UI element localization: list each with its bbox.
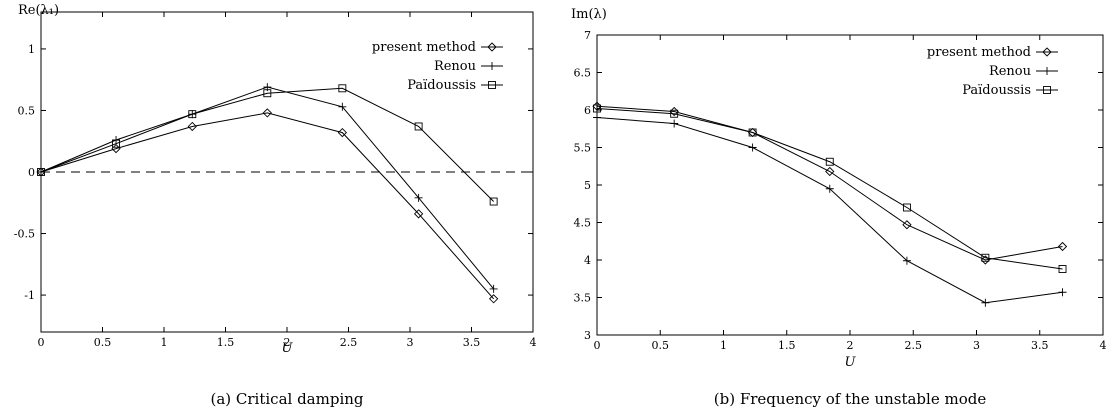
chart-a-data-point bbox=[414, 193, 423, 202]
chart-a-legend-marker bbox=[487, 42, 497, 52]
chart-a-legend-label: present method bbox=[372, 40, 476, 55]
chart-b-data-point bbox=[748, 143, 757, 152]
chart-a-data-point bbox=[337, 127, 347, 138]
chart-b-data-point bbox=[747, 127, 758, 138]
chart-a-y-axis-label: Re(λ₁) bbox=[18, 3, 59, 18]
chart-b-y-tick-label: 6 bbox=[584, 104, 591, 117]
chart-a-legend-label: Renou bbox=[434, 59, 476, 74]
chart-b-legend-label: Renou bbox=[989, 64, 1031, 79]
chart-a-data-point bbox=[338, 102, 347, 111]
chart-b-y-tick-label: 3.5 bbox=[574, 292, 592, 305]
chart-a-legend-marker bbox=[488, 81, 496, 89]
chart-b-y-tick-label: 6.5 bbox=[574, 67, 592, 80]
chart-b-x-tick-label: 2.5 bbox=[905, 339, 923, 352]
chart-a-caption: (a) Critical damping bbox=[210, 390, 363, 408]
chart-b-x-tick-label: 4 bbox=[1100, 339, 1107, 352]
chart-b-x-axis-label: U bbox=[845, 355, 857, 370]
chart-b-data-point bbox=[748, 128, 757, 137]
chart-a-data-point bbox=[112, 139, 120, 148]
chart-b-x-tick-label: 2 bbox=[847, 339, 854, 352]
chart-b-y-tick-label: 4 bbox=[584, 254, 591, 267]
chart-b-data-point bbox=[902, 203, 911, 212]
chart-a-data-point bbox=[414, 122, 423, 131]
chart-b-data-point bbox=[1058, 265, 1067, 273]
chart-b-series-plus bbox=[593, 113, 1067, 307]
chart-a-legend-marker bbox=[488, 62, 496, 70]
chart-a-data-point bbox=[37, 168, 45, 176]
chart-a-data-point bbox=[262, 108, 272, 118]
chart-b-x-tick-label: 0.5 bbox=[652, 339, 670, 352]
chart-b-series-square bbox=[593, 104, 1067, 273]
chart-b-data-point bbox=[825, 157, 834, 166]
chart-b-data-point bbox=[825, 166, 835, 177]
chart-b-data-point bbox=[1058, 288, 1067, 297]
chart-b-caption: (b) Frequency of the unstable mode bbox=[714, 390, 987, 408]
chart-a-data-point bbox=[489, 284, 498, 293]
chart-a-data-point bbox=[413, 209, 424, 219]
chart-a-x-tick-label: 3 bbox=[407, 336, 414, 349]
chart-a-y-tick-label: -1 bbox=[24, 289, 35, 302]
chart-a-x-axis-label: U bbox=[282, 341, 294, 356]
chart-b: 0 0.5 1 1.5 2 2.5 3 3.5 4 3 3.5 4 4.5 5 5.5 6 6.5 7 Im(λ) U… bbox=[571, 7, 1107, 408]
chart-b-data-point bbox=[1057, 241, 1068, 252]
chart-a-legend-label: Païdoussis bbox=[407, 78, 476, 93]
chart-a-series-plus bbox=[37, 83, 498, 293]
chart-b-data-point bbox=[593, 104, 601, 113]
chart-b-data-point bbox=[980, 255, 990, 265]
chart-b-legend-marker bbox=[1043, 67, 1051, 75]
chart-b-series-line bbox=[596, 105, 1063, 261]
chart-a: 0 0.5 1 1.5 2 2.5 3 3.5 4 -1 -0.5 0 0.5 1 Re(λ₁) Uprese… bbox=[14, 3, 537, 408]
chart-b-data-point bbox=[670, 119, 679, 128]
chart-a-data-point bbox=[489, 197, 498, 206]
chart-b-data-point bbox=[902, 220, 912, 230]
chart-b-x-tick-label: 1.5 bbox=[778, 339, 796, 352]
chart-b-data-point bbox=[981, 298, 990, 307]
chart-a-y-tick-label: 1 bbox=[28, 43, 35, 56]
chart-b-series-line bbox=[596, 108, 1063, 270]
chart-a-data-point bbox=[338, 84, 347, 93]
chart-b-data-point bbox=[825, 184, 834, 193]
chart-a-y-tick-label: 0.5 bbox=[18, 104, 36, 117]
chart-a-data-point bbox=[188, 110, 197, 119]
chart-b-series-diamond bbox=[592, 101, 1068, 265]
chart-b-data-point bbox=[670, 109, 679, 118]
chart-a-x-tick-label: 4 bbox=[530, 336, 537, 349]
chart-b-x-tick-label: 1 bbox=[720, 339, 727, 352]
chart-b-y-axis-label: Im(λ) bbox=[571, 7, 607, 22]
chart-b-series-line bbox=[596, 117, 1063, 304]
chart-b-x-tick-label: 0 bbox=[594, 339, 601, 352]
chart-b-data-point bbox=[981, 253, 990, 262]
chart-a-x-tick-label: 3.5 bbox=[463, 336, 481, 349]
chart-b-legend-label: Païdoussis bbox=[962, 83, 1031, 98]
chart-a-x-tick-label: 0 bbox=[38, 336, 45, 349]
chart-a-data-point bbox=[489, 294, 499, 304]
chart-a-x-tick-label: 2 bbox=[284, 336, 291, 349]
chart-a-x-tick-label: 1 bbox=[161, 336, 168, 349]
chart-a-y-tick-label: -0.5 bbox=[14, 228, 35, 241]
chart-b-legend-label: present method bbox=[927, 45, 1031, 60]
chart-b-x-tick-label: 3.5 bbox=[1031, 339, 1049, 352]
chart-b-x-tick-label: 3 bbox=[973, 339, 980, 352]
chart-b-legend-marker bbox=[1042, 47, 1052, 57]
chart-b-data-point bbox=[902, 256, 911, 265]
chart-a-series-diamond bbox=[36, 108, 499, 304]
chart-a-series-square bbox=[37, 84, 498, 206]
chart-a-series-line bbox=[40, 112, 495, 300]
chart-a-y-tick-label: 0 bbox=[28, 166, 35, 179]
chart-a-x-tick-label: 2.5 bbox=[340, 336, 358, 349]
chart-b-y-tick-label: 7 bbox=[584, 29, 591, 42]
chart-b-y-tick-label: 5.5 bbox=[574, 142, 592, 155]
chart-b-y-tick-label: 3 bbox=[584, 329, 591, 342]
chart-a-data-point bbox=[187, 121, 197, 132]
chart-b-y-tick-label: 5 bbox=[584, 179, 591, 192]
chart-a-x-tick-label: 1.5 bbox=[217, 336, 235, 349]
chart-b-legend-marker bbox=[1043, 86, 1051, 94]
chart-a-x-tick-label: 0.5 bbox=[94, 336, 112, 349]
chart-b-y-tick-label: 4.5 bbox=[574, 217, 592, 230]
chart-a-data-point bbox=[263, 89, 272, 98]
chart-a-series-line bbox=[40, 87, 494, 202]
chart-b-data-point bbox=[593, 113, 601, 122]
